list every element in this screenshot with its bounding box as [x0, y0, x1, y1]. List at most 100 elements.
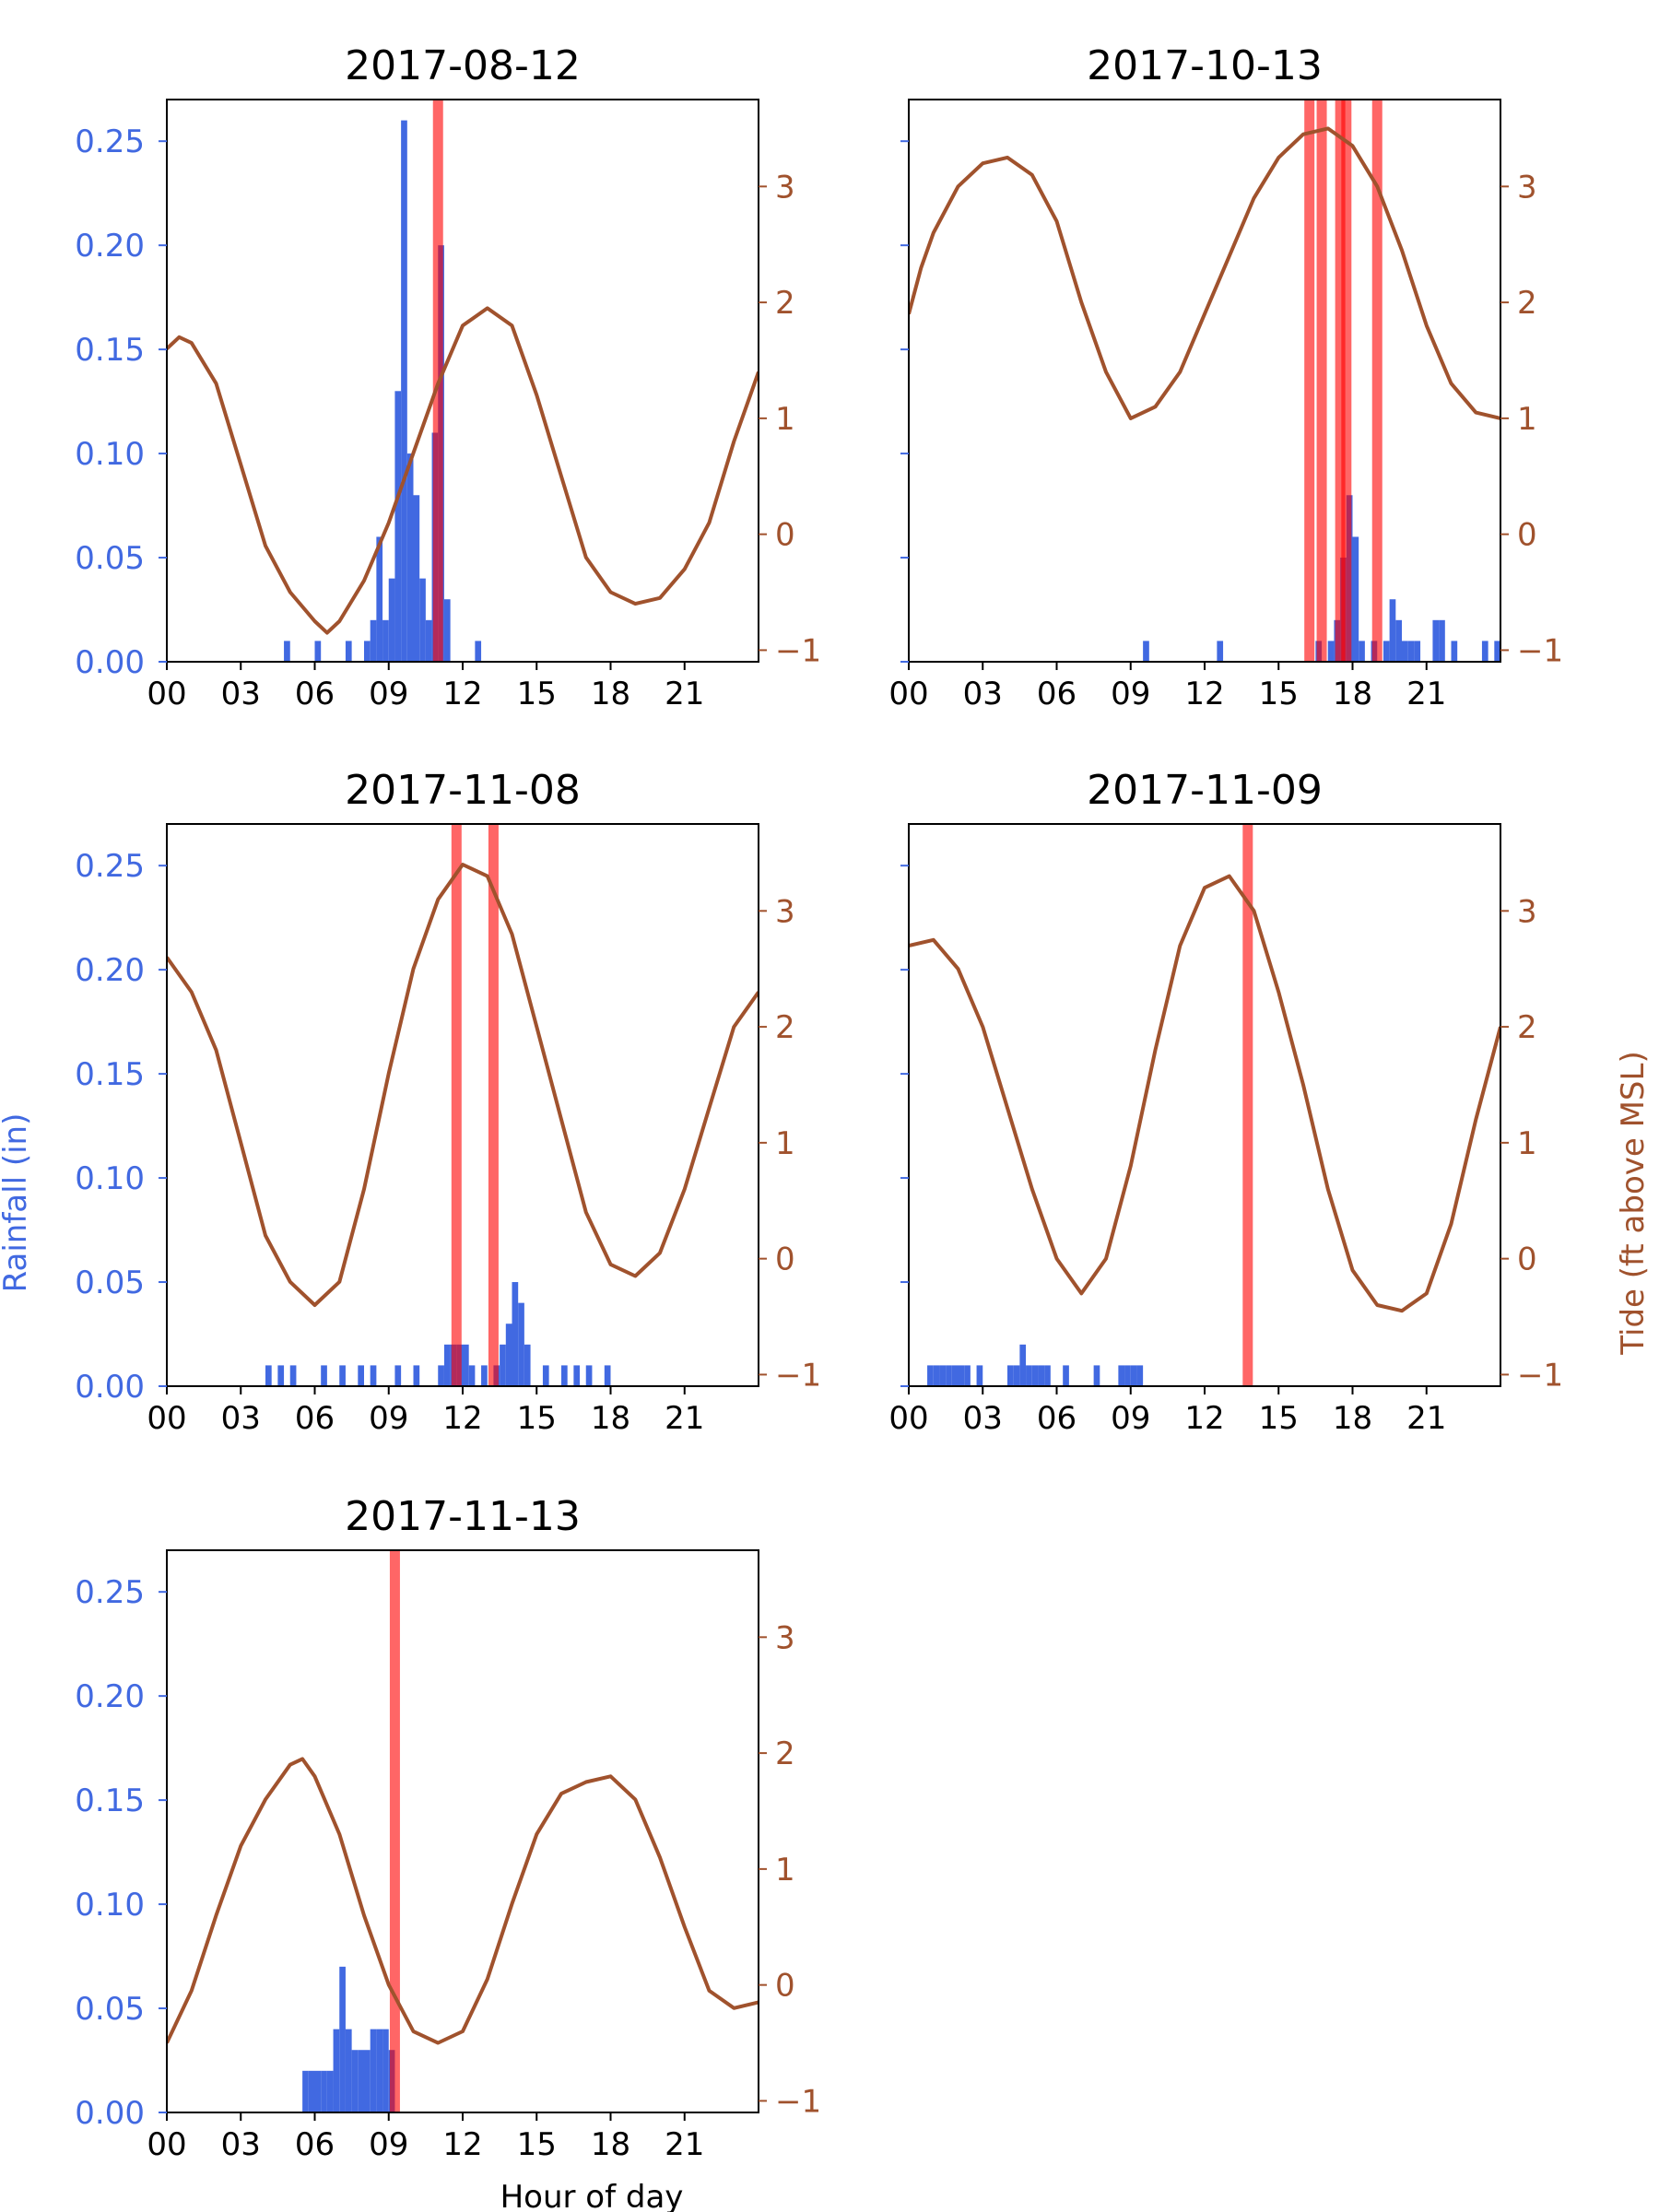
- rainfall-bar: [1481, 641, 1488, 662]
- left-y-tick-label: 0.00: [75, 644, 145, 681]
- rainfall-bar: [463, 1344, 469, 1386]
- x-tick-label: 06: [295, 1400, 335, 1437]
- rainfall-bar: [333, 2029, 340, 2112]
- rainfall-bar: [1217, 641, 1224, 662]
- rainfall-bar: [505, 1324, 512, 1386]
- x-tick-label: 18: [1333, 676, 1372, 712]
- rainfall-bar: [370, 619, 377, 662]
- rainfall-bar: [345, 641, 352, 662]
- rainfall-bar: [265, 1365, 272, 1386]
- right-y-tick-label: 0: [1517, 1241, 1537, 1278]
- left-y-tick-label: 0.15: [75, 332, 145, 369]
- rainfall-bar: [1407, 641, 1415, 662]
- tide-line: [167, 306, 759, 635]
- left-y-tick-label: 0.05: [75, 540, 145, 577]
- rainfall-bar: [524, 1344, 531, 1386]
- rainfall-bar: [976, 1365, 983, 1386]
- x-tick-label: 09: [369, 676, 408, 712]
- rainfall-bar: [376, 536, 383, 662]
- rainfall-bar: [1063, 1365, 1069, 1386]
- left-y-tick-label: 0.00: [75, 2095, 145, 2132]
- right-y-tick-label: −1: [775, 632, 821, 669]
- rainfall-bar: [1031, 1365, 1039, 1386]
- rainfall-bar: [939, 1365, 947, 1386]
- rainfall-bar: [370, 1365, 377, 1386]
- rainfall-bar: [443, 1344, 451, 1386]
- tide-line: [167, 1757, 759, 2045]
- rainfall-bar: [302, 2070, 309, 2112]
- x-tick-label: 15: [1259, 1400, 1299, 1437]
- rainfall-bar: [314, 641, 322, 662]
- rainfall-bar: [1439, 619, 1445, 662]
- subplot-title: 2017-11-08: [345, 767, 581, 814]
- subplot-title: 2017-08-12: [345, 42, 581, 89]
- rainfall-bar: [1494, 641, 1500, 662]
- rainfall-bar: [927, 1365, 934, 1386]
- left-y-tick-label: 0.20: [75, 952, 145, 989]
- rainfall-bar: [1414, 641, 1421, 662]
- right-y-tick-label: 0: [775, 1241, 795, 1278]
- rainfall-bar: [958, 1365, 965, 1386]
- rainfall-bar: [1013, 1365, 1020, 1386]
- rainfall-bar: [339, 1966, 346, 2112]
- rainfall-bar: [394, 1365, 402, 1386]
- rainfall-bar: [394, 391, 402, 662]
- rainfall-bar: [1136, 1365, 1144, 1386]
- rainfall-bar: [1007, 1365, 1014, 1386]
- x-tick-label: 18: [591, 2126, 630, 2163]
- tide-line: [167, 863, 759, 1307]
- rainfall-bar: [542, 1365, 549, 1386]
- left-y-tick-label: 0.25: [75, 1574, 145, 1611]
- x-tick-label: 00: [147, 2126, 186, 2163]
- right-y-axis-label: Tide (ft above MSL): [1615, 1051, 1652, 1355]
- rainfall-bar: [468, 1365, 476, 1386]
- left-y-tick-label: 0.00: [75, 1369, 145, 1406]
- right-y-tick-label: 2: [775, 1735, 795, 1772]
- rainfall-bar: [1382, 641, 1390, 662]
- x-tick-label: 06: [1037, 1400, 1077, 1437]
- rainfall-bar: [419, 578, 426, 662]
- left-y-tick-label: 0.15: [75, 1783, 145, 1819]
- x-tick-label: 18: [1333, 1400, 1372, 1437]
- x-tick-label: 12: [442, 676, 482, 712]
- right-y-tick-label: 1: [775, 401, 795, 438]
- x-tick-label: 03: [221, 676, 261, 712]
- plot-area: [167, 1550, 759, 2112]
- rainfall-bar: [413, 495, 420, 662]
- rainfall-bar: [1026, 1365, 1032, 1386]
- rainfall-bar: [289, 1365, 297, 1386]
- plot-area: [909, 824, 1500, 1386]
- rainfall-bar: [512, 1282, 519, 1386]
- tide-line: [909, 126, 1500, 420]
- right-y-tick-label: 2: [775, 1009, 795, 1046]
- right-y-tick-label: 3: [775, 1619, 795, 1656]
- right-y-tick-label: 2: [1517, 285, 1537, 322]
- rainfall-bar: [946, 1365, 952, 1386]
- x-tick-label: 21: [665, 676, 704, 712]
- x-tick-label: 12: [1184, 1400, 1224, 1437]
- x-tick-label: 12: [442, 1400, 482, 1437]
- x-tick-label: 09: [1111, 1400, 1150, 1437]
- x-tick-label: 06: [295, 2126, 335, 2163]
- rainfall-bar: [951, 1365, 959, 1386]
- left-y-tick-label: 0.10: [75, 436, 145, 473]
- right-y-tick-label: −1: [1517, 632, 1563, 669]
- rainfall-bar: [1395, 619, 1402, 662]
- left-y-tick-label: 0.20: [75, 228, 145, 265]
- x-tick-label: 15: [517, 676, 557, 712]
- x-tick-label: 00: [888, 1400, 928, 1437]
- plot-area: [909, 100, 1500, 662]
- right-y-tick-label: 2: [1517, 1009, 1537, 1046]
- left-y-tick-label: 0.05: [75, 1265, 145, 1301]
- rainfall-bar: [388, 578, 395, 662]
- rainfall-bar: [326, 2070, 334, 2112]
- rainfall-bar: [1093, 1365, 1100, 1386]
- x-tick-label: 15: [517, 1400, 557, 1437]
- rainfall-bar: [1359, 641, 1365, 662]
